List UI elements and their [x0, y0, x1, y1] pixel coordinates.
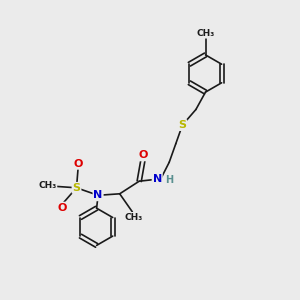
Text: H: H [165, 175, 173, 185]
Text: S: S [178, 120, 186, 130]
Text: N: N [94, 190, 103, 200]
Text: N: N [153, 174, 162, 184]
Text: CH₃: CH₃ [196, 29, 214, 38]
Text: S: S [73, 183, 80, 193]
Text: CH₃: CH₃ [125, 213, 143, 222]
Text: O: O [138, 150, 148, 161]
Text: O: O [58, 202, 67, 213]
Text: CH₃: CH₃ [38, 181, 56, 190]
Text: O: O [73, 159, 83, 169]
